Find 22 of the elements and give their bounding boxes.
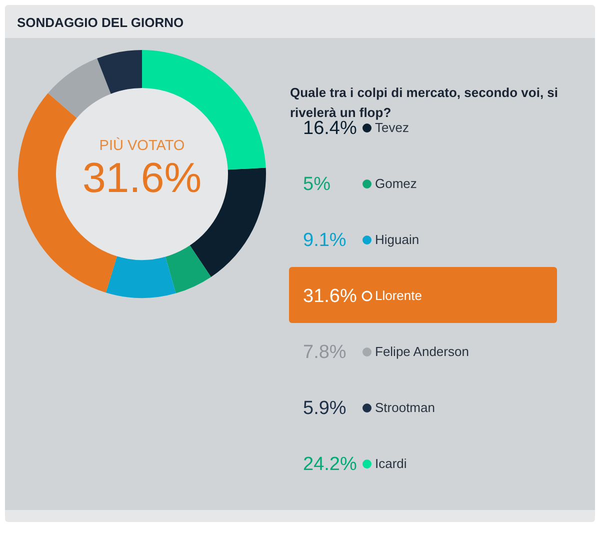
legend-label: Strootman — [375, 400, 435, 415]
legend-label: Gomez — [375, 176, 417, 191]
data-label: 16.4% — [303, 118, 357, 139]
donut-slice — [97, 50, 142, 94]
donut-slice — [106, 256, 176, 298]
data-label: 7.8% — [303, 342, 346, 363]
text: Quale tra i colpi di mercato, secondo voi, si rivelerà un flop? — [290, 85, 558, 120]
data-label: 5% — [303, 174, 331, 195]
legend-label: Higuain — [375, 232, 420, 247]
legend-label: Tevez — [375, 120, 409, 135]
data-label: 5.9% — [303, 398, 346, 419]
data-label: 31.6% — [303, 286, 357, 307]
chart-title: SONDAGGIO DEL GIORNO — [17, 15, 184, 30]
legend-label: Llorente — [375, 288, 422, 303]
data-label: 24.2% — [303, 454, 357, 475]
donut-slice — [48, 58, 111, 118]
text: 31.6% — [82, 154, 202, 201]
donut-slice — [165, 245, 212, 294]
legend-label: Icardi — [375, 456, 407, 471]
legend-label: Felipe Anderson — [375, 344, 469, 359]
data-label: 9.1% — [303, 230, 346, 251]
text: PIÙ VOTATO — [99, 137, 185, 154]
